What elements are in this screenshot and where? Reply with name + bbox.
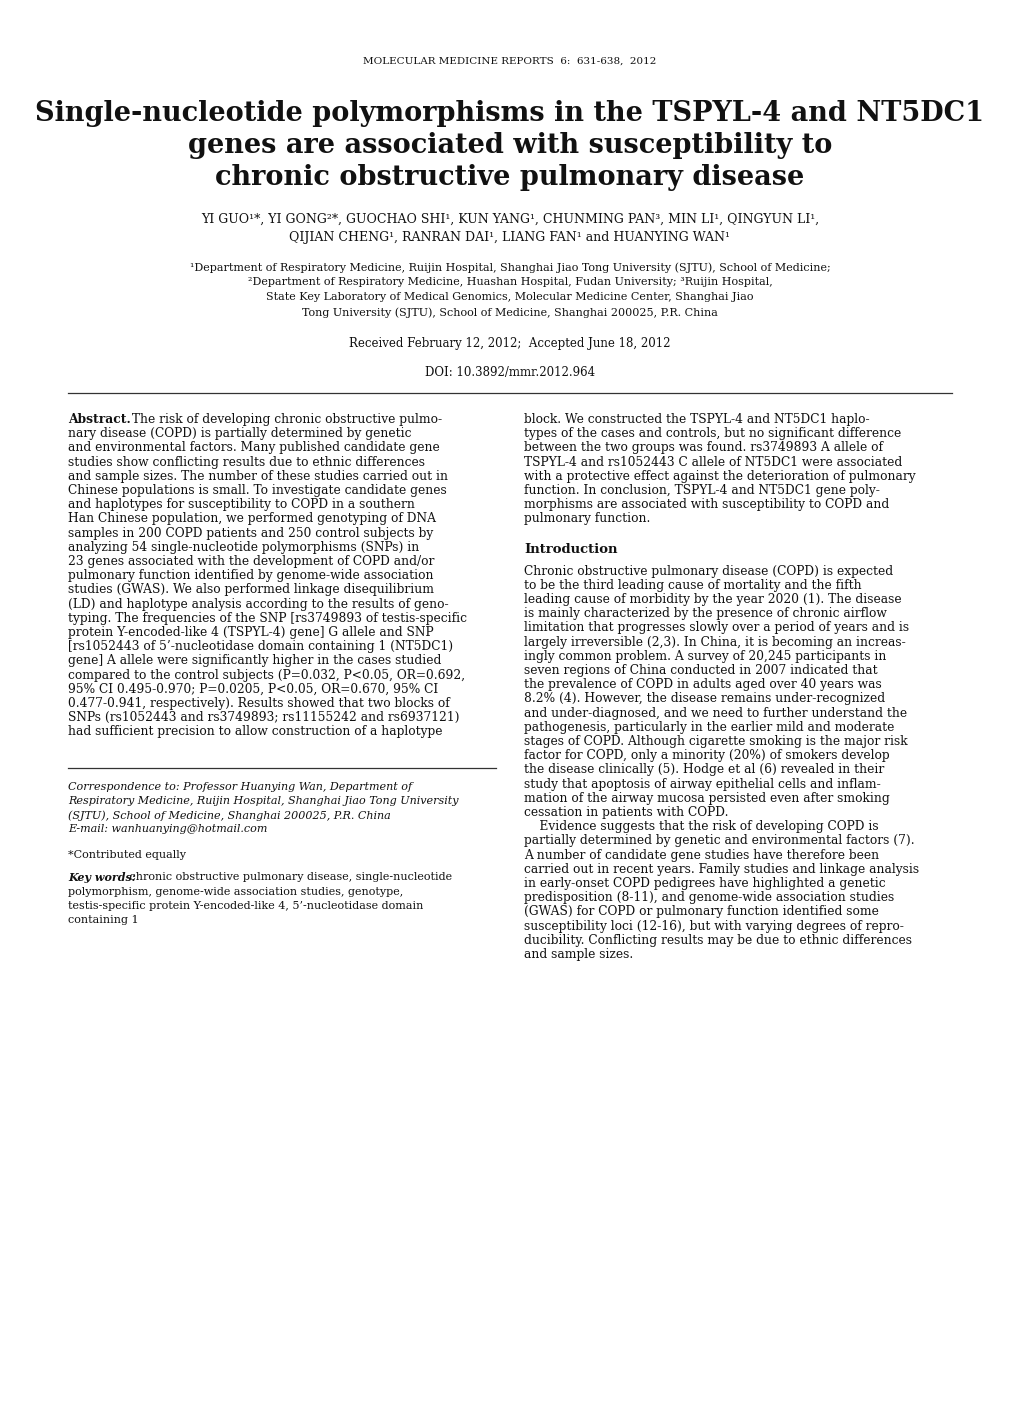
Text: The risk of developing chronic obstructive pulmo-: The risk of developing chronic obstructi… bbox=[127, 413, 441, 427]
Text: chronic obstructive pulmonary disease: chronic obstructive pulmonary disease bbox=[215, 163, 804, 191]
Text: susceptibility loci (12-16), but with varying degrees of repro-: susceptibility loci (12-16), but with va… bbox=[524, 919, 903, 932]
Text: pulmonary function identified by genome-wide association: pulmonary function identified by genome-… bbox=[68, 569, 433, 582]
Text: mation of the airway mucosa persisted even after smoking: mation of the airway mucosa persisted ev… bbox=[524, 791, 889, 805]
Text: Single-nucleotide polymorphisms in the TSPYL-4 and NT5DC1: Single-nucleotide polymorphisms in the T… bbox=[36, 100, 983, 127]
Text: and under-diagnosed, and we need to further understand the: and under-diagnosed, and we need to furt… bbox=[524, 707, 906, 719]
Text: MOLECULAR MEDICINE REPORTS  6:  631-638,  2012: MOLECULAR MEDICINE REPORTS 6: 631-638, 2… bbox=[363, 56, 656, 66]
Text: factor for COPD, only a minority (20%) of smokers develop: factor for COPD, only a minority (20%) o… bbox=[524, 749, 889, 762]
Text: studies (GWAS). We also performed linkage disequilibrium: studies (GWAS). We also performed linkag… bbox=[68, 583, 433, 597]
Text: 8.2% (4). However, the disease remains under-recognized: 8.2% (4). However, the disease remains u… bbox=[524, 693, 884, 705]
Text: function. In conclusion, TSPYL-4 and NT5DC1 gene poly-: function. In conclusion, TSPYL-4 and NT5… bbox=[524, 484, 879, 497]
Text: pulmonary function.: pulmonary function. bbox=[524, 513, 650, 525]
Text: *Contributed equally: *Contributed equally bbox=[68, 850, 185, 860]
Text: YI GUO¹*, YI GONG²*, GUOCHAO SHI¹, KUN YANG¹, CHUNMING PAN³, MIN LI¹, QINGYUN LI: YI GUO¹*, YI GONG²*, GUOCHAO SHI¹, KUN Y… bbox=[201, 213, 818, 227]
Text: with a protective effect against the deterioration of pulmonary: with a protective effect against the det… bbox=[524, 470, 915, 483]
Text: [rs1052443 of 5’-nucleotidase domain containing 1 (NT5DC1): [rs1052443 of 5’-nucleotidase domain con… bbox=[68, 641, 452, 653]
Text: testis-specific protein Y-encoded-like 4, 5’-nucleotidase domain: testis-specific protein Y-encoded-like 4… bbox=[68, 901, 423, 911]
Text: protein Y-encoded-like 4 (TSPYL-4) gene] G allele and SNP: protein Y-encoded-like 4 (TSPYL-4) gene]… bbox=[68, 627, 433, 639]
Text: had sufficient precision to allow construction of a haplotype: had sufficient precision to allow constr… bbox=[68, 725, 442, 738]
Text: carried out in recent years. Family studies and linkage analysis: carried out in recent years. Family stud… bbox=[524, 863, 918, 876]
Text: 0.477-0.941, respectively). Results showed that two blocks of: 0.477-0.941, respectively). Results show… bbox=[68, 697, 449, 710]
Text: Abstract.: Abstract. bbox=[68, 413, 130, 427]
Text: samples in 200 COPD patients and 250 control subjects by: samples in 200 COPD patients and 250 con… bbox=[68, 527, 433, 539]
Text: Evidence suggests that the risk of developing COPD is: Evidence suggests that the risk of devel… bbox=[524, 821, 877, 834]
Text: and sample sizes. The number of these studies carried out in: and sample sizes. The number of these st… bbox=[68, 470, 447, 483]
Text: containing 1: containing 1 bbox=[68, 915, 139, 925]
Text: chronic obstructive pulmonary disease, single-nucleotide: chronic obstructive pulmonary disease, s… bbox=[126, 873, 451, 883]
Text: predisposition (8-11), and genome-wide association studies: predisposition (8-11), and genome-wide a… bbox=[524, 891, 894, 904]
Text: and sample sizes.: and sample sizes. bbox=[524, 948, 633, 962]
Text: block. We constructed the TSPYL-4 and NT5DC1 haplo-: block. We constructed the TSPYL-4 and NT… bbox=[524, 413, 869, 427]
Text: to be the third leading cause of mortality and the fifth: to be the third leading cause of mortali… bbox=[524, 579, 861, 591]
Text: ducibility. Conflicting results may be due to ethnic differences: ducibility. Conflicting results may be d… bbox=[524, 934, 911, 946]
Text: ingly common problem. A survey of 20,245 participants in: ingly common problem. A survey of 20,245… bbox=[524, 650, 886, 663]
Text: TSPYL-4 and rs1052443 C allele of NT5DC1 were associated: TSPYL-4 and rs1052443 C allele of NT5DC1… bbox=[524, 456, 902, 469]
Text: ¹Department of Respiratory Medicine, Ruijin Hospital, Shanghai Jiao Tong Univers: ¹Department of Respiratory Medicine, Rui… bbox=[190, 262, 829, 273]
Text: typing. The frequencies of the SNP [rs3749893 of testis-specific: typing. The frequencies of the SNP [rs37… bbox=[68, 612, 467, 625]
Text: (SJTU), School of Medicine, Shanghai 200025, P.R. China: (SJTU), School of Medicine, Shanghai 200… bbox=[68, 810, 390, 821]
Text: types of the cases and controls, but no significant difference: types of the cases and controls, but no … bbox=[524, 427, 901, 441]
Text: SNPs (rs1052443 and rs3749893; rs11155242 and rs6937121): SNPs (rs1052443 and rs3749893; rs1115524… bbox=[68, 711, 459, 724]
Text: Received February 12, 2012;  Accepted June 18, 2012: Received February 12, 2012; Accepted Jun… bbox=[348, 337, 671, 351]
Text: in early-onset COPD pedigrees have highlighted a genetic: in early-onset COPD pedigrees have highl… bbox=[524, 877, 884, 890]
Text: the prevalence of COPD in adults aged over 40 years was: the prevalence of COPD in adults aged ov… bbox=[524, 679, 880, 691]
Text: pathogenesis, particularly in the earlier mild and moderate: pathogenesis, particularly in the earlie… bbox=[524, 721, 894, 734]
Text: E-mail: wanhuanying@hotmail.com: E-mail: wanhuanying@hotmail.com bbox=[68, 824, 267, 834]
Text: gene] A allele were significantly higher in the cases studied: gene] A allele were significantly higher… bbox=[68, 655, 441, 667]
Text: (GWAS) for COPD or pulmonary function identified some: (GWAS) for COPD or pulmonary function id… bbox=[524, 905, 878, 918]
Text: nary disease (COPD) is partially determined by genetic: nary disease (COPD) is partially determi… bbox=[68, 427, 411, 441]
Text: and haplotypes for susceptibility to COPD in a southern: and haplotypes for susceptibility to COP… bbox=[68, 498, 415, 511]
Text: polymorphism, genome-wide association studies, genotype,: polymorphism, genome-wide association st… bbox=[68, 887, 403, 897]
Text: the disease clinically (5). Hodge et al (6) revealed in their: the disease clinically (5). Hodge et al … bbox=[524, 763, 883, 776]
Text: largely irreversible (2,3). In China, it is becoming an increas-: largely irreversible (2,3). In China, it… bbox=[524, 635, 905, 649]
Text: is mainly characterized by the presence of chronic airflow: is mainly characterized by the presence … bbox=[524, 607, 886, 620]
Text: QIJIAN CHENG¹, RANRAN DAI¹, LIANG FAN¹ and HUANYING WAN¹: QIJIAN CHENG¹, RANRAN DAI¹, LIANG FAN¹ a… bbox=[289, 231, 730, 244]
Text: stages of COPD. Although cigarette smoking is the major risk: stages of COPD. Although cigarette smoki… bbox=[524, 735, 907, 748]
Text: Tong University (SJTU), School of Medicine, Shanghai 200025, P.R. China: Tong University (SJTU), School of Medici… bbox=[302, 307, 717, 318]
Text: analyzing 54 single-nucleotide polymorphisms (SNPs) in: analyzing 54 single-nucleotide polymorph… bbox=[68, 541, 419, 553]
Text: 23 genes associated with the development of COPD and/or: 23 genes associated with the development… bbox=[68, 555, 434, 567]
Text: ²Department of Respiratory Medicine, Huashan Hospital, Fudan University; ³Ruijin: ²Department of Respiratory Medicine, Hua… bbox=[248, 277, 771, 287]
Text: State Key Laboratory of Medical Genomics, Molecular Medicine Center, Shanghai Ji: State Key Laboratory of Medical Genomics… bbox=[266, 291, 753, 301]
Text: Key words:: Key words: bbox=[68, 873, 136, 883]
Text: Han Chinese population, we performed genotyping of DNA: Han Chinese population, we performed gen… bbox=[68, 513, 435, 525]
Text: Respiratory Medicine, Ruijin Hospital, Shanghai Jiao Tong University: Respiratory Medicine, Ruijin Hospital, S… bbox=[68, 796, 459, 805]
Text: Chronic obstructive pulmonary disease (COPD) is expected: Chronic obstructive pulmonary disease (C… bbox=[524, 565, 893, 577]
Text: cessation in patients with COPD.: cessation in patients with COPD. bbox=[524, 805, 728, 819]
Text: study that apoptosis of airway epithelial cells and inflam-: study that apoptosis of airway epithelia… bbox=[524, 777, 879, 791]
Text: leading cause of morbidity by the year 2020 (1). The disease: leading cause of morbidity by the year 2… bbox=[524, 593, 901, 605]
Text: between the two groups was found. rs3749893 A allele of: between the two groups was found. rs3749… bbox=[524, 441, 882, 455]
Text: A number of candidate gene studies have therefore been: A number of candidate gene studies have … bbox=[524, 849, 878, 862]
Text: studies show conflicting results due to ethnic differences: studies show conflicting results due to … bbox=[68, 456, 425, 469]
Text: (LD) and haplotype analysis according to the results of geno-: (LD) and haplotype analysis according to… bbox=[68, 597, 448, 611]
Text: Correspondence to: Professor Huanying Wan, Department of: Correspondence to: Professor Huanying Wa… bbox=[68, 781, 412, 791]
Text: Introduction: Introduction bbox=[524, 542, 616, 556]
Text: compared to the control subjects (P=0.032, P<0.05, OR=0.692,: compared to the control subjects (P=0.03… bbox=[68, 669, 465, 681]
Text: 95% CI 0.495-0.970; P=0.0205, P<0.05, OR=0.670, 95% CI: 95% CI 0.495-0.970; P=0.0205, P<0.05, OR… bbox=[68, 683, 438, 696]
Text: limitation that progresses slowly over a period of years and is: limitation that progresses slowly over a… bbox=[524, 621, 908, 635]
Text: morphisms are associated with susceptibility to COPD and: morphisms are associated with susceptibi… bbox=[524, 498, 889, 511]
Text: and environmental factors. Many published candidate gene: and environmental factors. Many publishe… bbox=[68, 441, 439, 455]
Text: seven regions of China conducted in 2007 indicated that: seven regions of China conducted in 2007… bbox=[524, 665, 876, 677]
Text: Chinese populations is small. To investigate candidate genes: Chinese populations is small. To investi… bbox=[68, 484, 446, 497]
Text: genes are associated with susceptibility to: genes are associated with susceptibility… bbox=[187, 132, 832, 159]
Text: partially determined by genetic and environmental factors (7).: partially determined by genetic and envi… bbox=[524, 835, 914, 848]
Text: DOI: 10.3892/mmr.2012.964: DOI: 10.3892/mmr.2012.964 bbox=[425, 366, 594, 379]
